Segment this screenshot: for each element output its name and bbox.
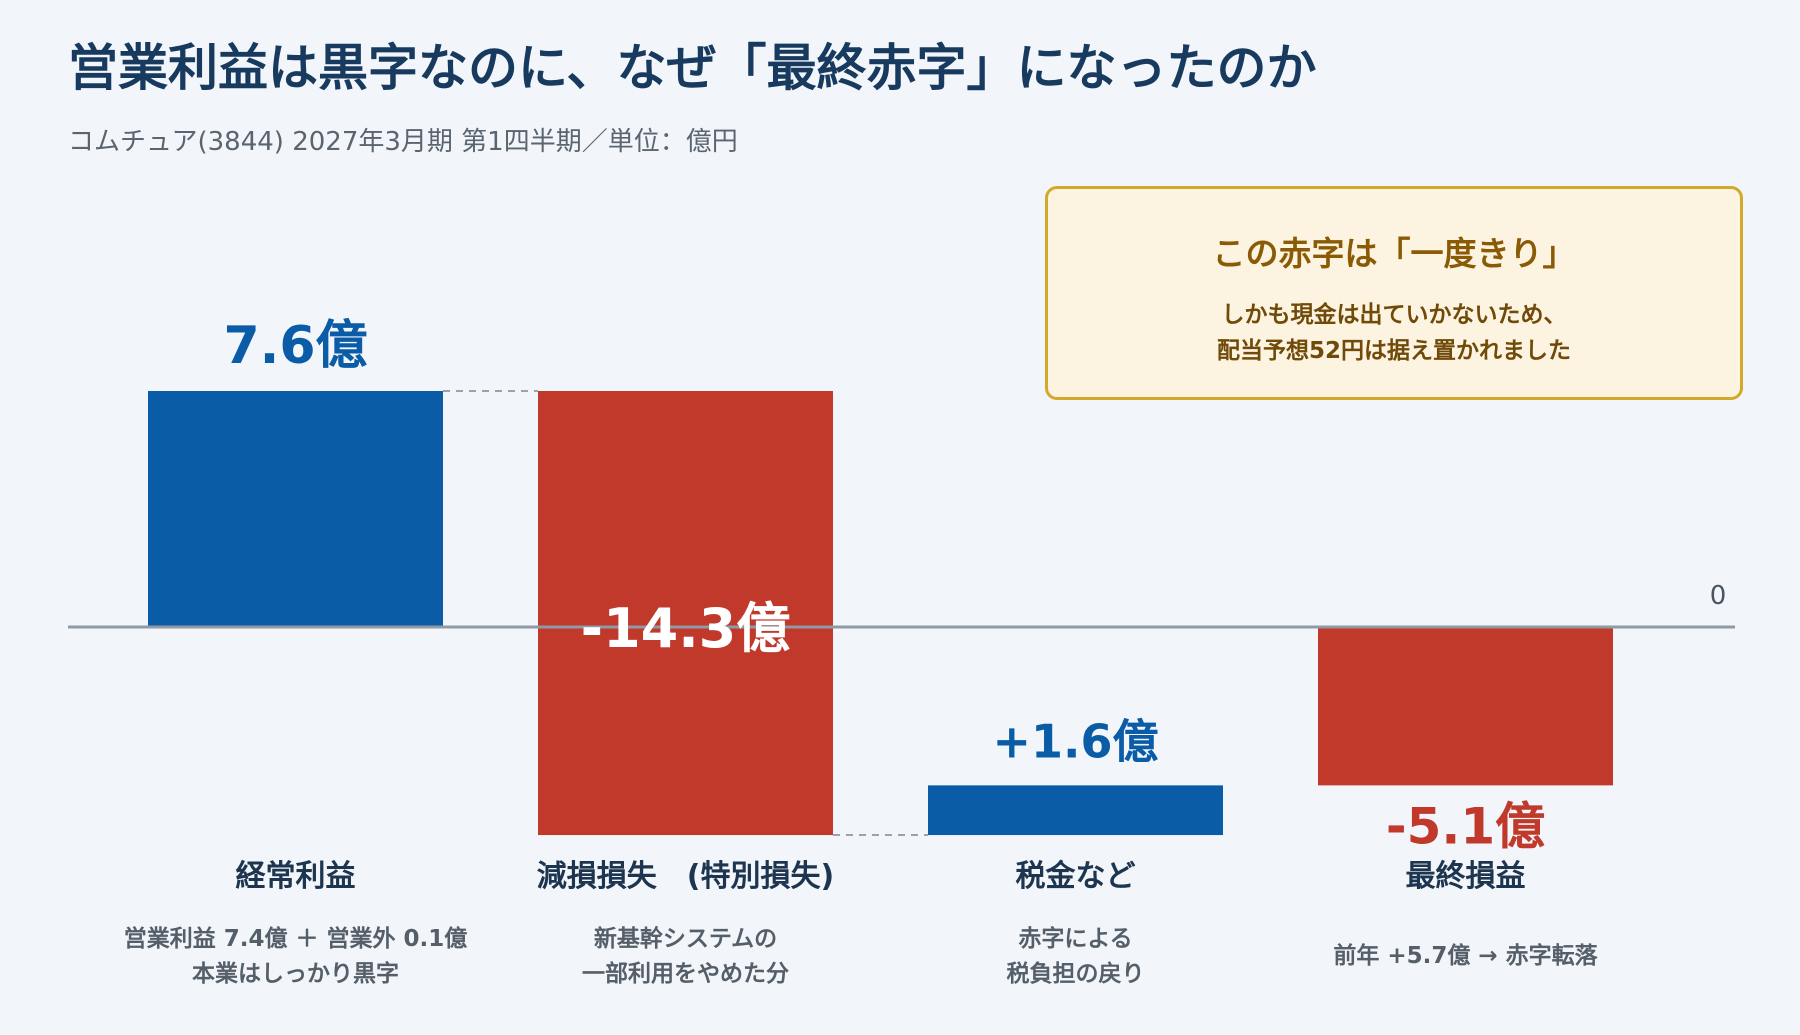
callout-text-line-1: しかも現金は出ていかないため、 — [1221, 302, 1567, 328]
category-desc-3-line-2: 税負担の戻り — [1007, 960, 1145, 987]
value-label-3: +1.6億 — [992, 714, 1158, 768]
category-desc-1-line-2: 本業はしっかり黒字 — [192, 960, 399, 987]
category-desc-2-line-2: 一部利用をやめた分 — [582, 960, 789, 987]
zero-axis-label: 0 — [1710, 581, 1727, 611]
category-desc-1-line-1: 営業利益 7.4億 ＋ 営業外 0.1億 — [124, 925, 468, 952]
category-label-3: 税金など — [1016, 859, 1136, 894]
bar-4 — [1318, 627, 1613, 786]
bar-1 — [148, 391, 443, 627]
chart-subtitle: コムチュア(3844) 2027年3月期 第1四半期／単位：億円 — [68, 127, 738, 157]
value-label-2: -14.3億 — [581, 597, 791, 660]
chart-title: 営業利益は黒字なのに、なぜ「最終赤字」になったのか — [68, 39, 1317, 97]
value-label-1: 7.6億 — [223, 316, 367, 376]
callout-box: この赤字は「一度きり」 しかも現金は出ていかないため、 配当予想52円は据え置か… — [1045, 186, 1743, 400]
category-label-2: 減損損失 (特別損失) — [537, 859, 834, 894]
category-desc-2-line-1: 新基幹システムの — [594, 925, 777, 952]
callout-text-line-2: 配当予想52円は据え置かれました — [1216, 338, 1571, 364]
callout-title: この赤字は「一度きり」 — [1212, 234, 1576, 273]
bar-3 — [928, 785, 1223, 836]
category-desc-3-line-1: 赤字による — [1018, 925, 1132, 952]
value-label-4: -5.1億 — [1386, 797, 1545, 855]
category-desc-4-line-1: 前年 +5.7億 → 赤字転落 — [1333, 942, 1598, 969]
category-label-4: 最終損益 — [1406, 859, 1526, 894]
category-label-1: 経常利益 — [236, 859, 356, 894]
bar-2 — [538, 391, 833, 836]
